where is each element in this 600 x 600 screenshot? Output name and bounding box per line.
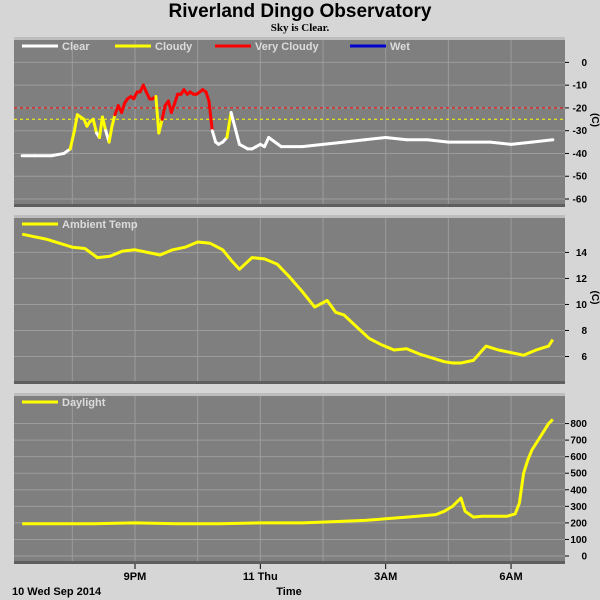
sky-temp-segment bbox=[509, 140, 534, 146]
sky-temp-segment bbox=[300, 142, 325, 149]
sky-temp-segment bbox=[49, 151, 66, 158]
y-tick-label: 700 bbox=[570, 436, 587, 447]
y-axis-unit-label: (C) bbox=[589, 291, 600, 305]
panel-background bbox=[14, 37, 565, 207]
y-tick-label: 100 bbox=[570, 535, 587, 546]
sky-temp-segment bbox=[488, 140, 513, 146]
y-tick-label: -60 bbox=[573, 195, 588, 206]
panels-layer: Clear Cloudy Very Cloudy Wet Ambient Temp Day… bbox=[14, 37, 565, 564]
panel-top-edge bbox=[14, 215, 565, 218]
y-tick-label: -30 bbox=[573, 126, 588, 137]
legend-label: Wet bbox=[390, 41, 410, 53]
sky-temp-segment bbox=[530, 138, 555, 144]
panel-sky: Clear Cloudy Very Cloudy Wet bbox=[14, 37, 565, 207]
daylight-series-line bbox=[22, 418, 554, 526]
panel-top-edge bbox=[14, 393, 565, 396]
panel-ambient: Ambient Temp bbox=[14, 215, 565, 384]
sky-status-subtitle: Sky is Clear. bbox=[270, 22, 330, 34]
y-tick-label: 0 bbox=[581, 58, 587, 69]
sky-temp-segment bbox=[72, 113, 79, 133]
y-tick-label: 800 bbox=[570, 419, 587, 430]
panel-background bbox=[14, 215, 565, 384]
y-tick-label: 6 bbox=[581, 352, 587, 363]
y-tick-label: 400 bbox=[570, 485, 587, 496]
y-tick-label: 12 bbox=[576, 274, 588, 285]
ambient-series-line bbox=[21, 232, 555, 365]
sky-temp-segment bbox=[384, 136, 409, 142]
x-tick-label: 9PM bbox=[124, 571, 147, 583]
y-tick-label: 200 bbox=[570, 518, 587, 529]
y-tick-label: 10 bbox=[576, 300, 588, 311]
panel-bottom-edge bbox=[14, 204, 565, 207]
sky-temp-segment bbox=[263, 136, 271, 149]
sky-temp-segment bbox=[107, 124, 114, 144]
x-tick-label: 3AM bbox=[374, 571, 397, 583]
sky-temp-segment bbox=[160, 104, 167, 121]
axis-layer: 0 -10 -20 -30 -40 -50 -60 (C) 14 12 10 8 6 (C) 800 700 6… bbox=[124, 58, 600, 583]
panel-daylight: Daylight bbox=[14, 393, 565, 564]
x-tick-label: 6AM bbox=[499, 571, 522, 583]
sky-temp-segment bbox=[157, 117, 164, 135]
sky-temp-segment bbox=[204, 90, 211, 103]
legend-label: Daylight bbox=[62, 397, 106, 409]
panel-top-edge bbox=[14, 37, 565, 40]
sky-temp-segment bbox=[154, 95, 161, 135]
y-tick-label: 8 bbox=[581, 326, 587, 337]
page-title: Riverland Dingo Observatory bbox=[168, 1, 432, 22]
panel-bottom-edge bbox=[14, 561, 565, 564]
sky-temp-segment bbox=[120, 101, 127, 114]
date-label: 10 Wed Sep 2014 bbox=[12, 586, 102, 598]
panel-bottom-edge bbox=[14, 381, 565, 384]
y-tick-label: 500 bbox=[570, 469, 587, 480]
y-tick-label: -50 bbox=[573, 172, 588, 183]
legend-label: Cloudy bbox=[155, 41, 193, 53]
y-tick-label: 600 bbox=[570, 452, 587, 463]
y-tick-label: -40 bbox=[573, 149, 588, 160]
y-tick-label: -10 bbox=[573, 81, 588, 92]
sky-temp-segment bbox=[321, 140, 346, 146]
legend-label: Very Cloudy bbox=[255, 41, 319, 53]
sky-temp-segment bbox=[91, 117, 99, 135]
y-tick-label: 300 bbox=[570, 502, 587, 513]
sky-temp-segment bbox=[207, 99, 214, 133]
y-tick-label: 0 bbox=[581, 552, 587, 563]
sky-temp-segment bbox=[425, 138, 450, 144]
sky-temp-segment bbox=[237, 142, 250, 151]
x-tick-label: 11 Thu bbox=[243, 571, 278, 583]
sky-temp-segment bbox=[225, 110, 233, 140]
sky-temp-segment bbox=[110, 113, 117, 128]
sky-temp-segment bbox=[169, 101, 177, 114]
sky-temp-segment bbox=[68, 129, 76, 151]
y-axis-unit-label: (C) bbox=[589, 113, 600, 127]
sky-temp-segment bbox=[229, 110, 241, 146]
sky-temp-segment bbox=[173, 92, 180, 105]
panel-background bbox=[14, 393, 565, 564]
y-tick-label: -20 bbox=[573, 103, 588, 114]
sky-temp-segment bbox=[100, 115, 108, 133]
y-tick-label: 14 bbox=[576, 248, 588, 259]
x-axis-label: Time bbox=[276, 586, 301, 598]
legend-label: Ambient Temp bbox=[62, 219, 138, 231]
sky-temp-segment bbox=[210, 129, 218, 144]
sky-temp-segment bbox=[267, 136, 283, 149]
sky-temp-segment bbox=[363, 136, 388, 142]
legend-label: Clear bbox=[62, 41, 90, 53]
sky-temp-segment bbox=[342, 138, 367, 144]
